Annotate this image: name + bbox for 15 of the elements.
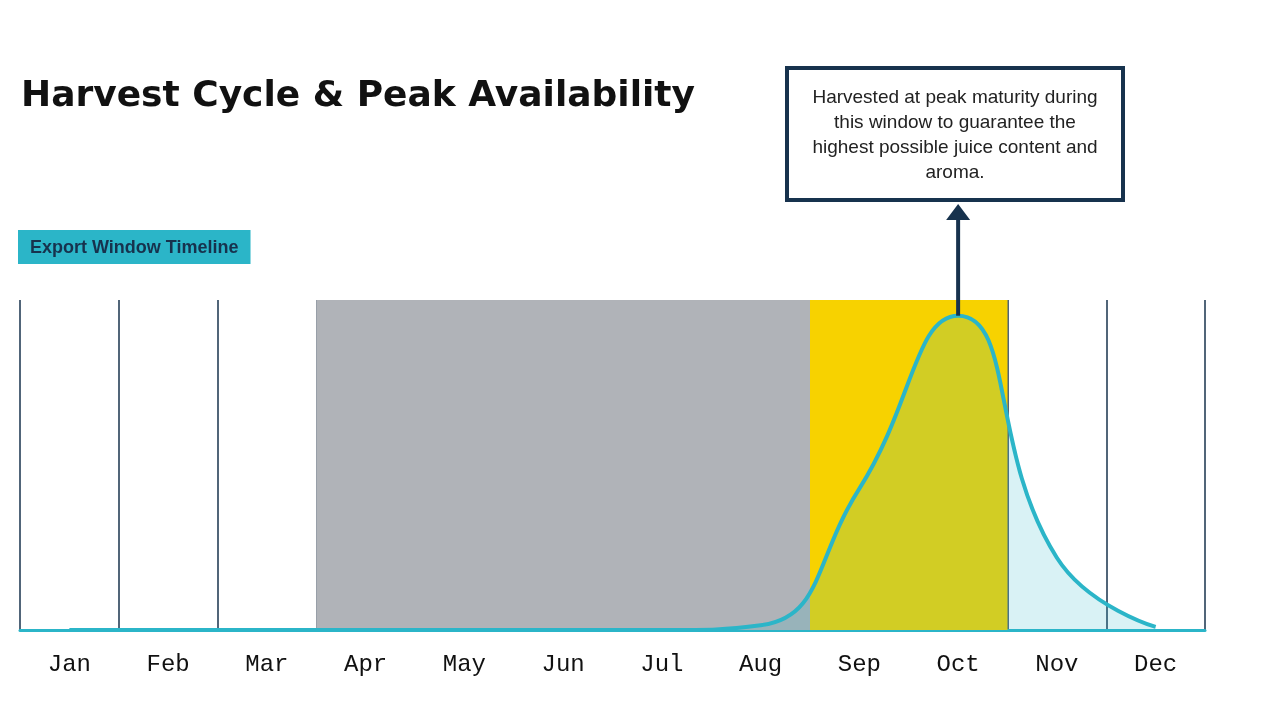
x-tick-label: Aug <box>739 650 783 678</box>
x-tick-label: Jun <box>541 650 585 678</box>
chart-title: Harvest Cycle & Peak Availability <box>21 72 696 114</box>
x-tick-label: Feb <box>146 650 190 678</box>
x-tick-label: Mar <box>245 650 289 678</box>
x-tick-label: Jul <box>640 650 684 678</box>
x-tick-label: Apr <box>344 650 388 678</box>
x-tick-label: Dec <box>1134 650 1178 678</box>
x-tick-label: May <box>442 650 486 678</box>
x-tick-label: Jan <box>47 650 91 678</box>
x-tick-label: Nov <box>1035 650 1079 678</box>
x-tick-label: Sep <box>837 650 881 678</box>
text: Harvested at peak maturity during this window to guarantee the highest possible juice content and aroma. <box>785 66 1125 202</box>
x-tick-label: Oct <box>936 650 980 678</box>
chart-subtitle: Export Window Timeline <box>30 237 239 257</box>
